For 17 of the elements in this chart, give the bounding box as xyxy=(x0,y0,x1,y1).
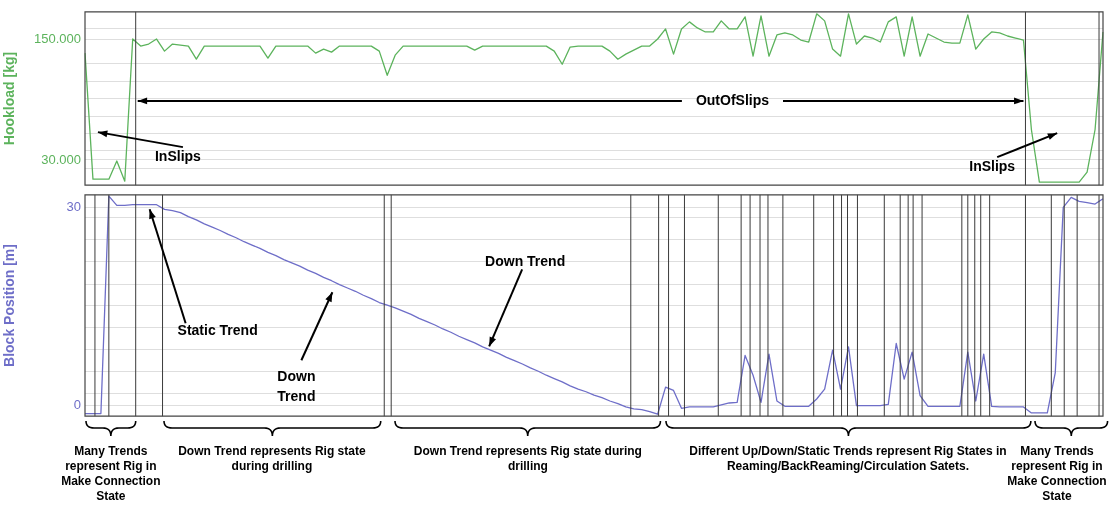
text: Down Trend represents Rig state during drilling xyxy=(177,444,367,475)
annotation: InSlips xyxy=(154,148,202,164)
annotation: Down Trend xyxy=(277,368,316,405)
annotation: OutOfSlips xyxy=(695,91,770,108)
annotation: Static Trend xyxy=(177,322,258,339)
annotation: InSlips xyxy=(969,158,1016,175)
text: Different Up/Down/Static Trends represent Rig States in Reaming/BackReaming/Circulation Satets. xyxy=(689,444,1007,474)
y-tick-label: 150.000 xyxy=(34,30,81,46)
text: Many Trends represent Rig in Make Connection State xyxy=(1006,444,1108,505)
y-tick-label: 0 xyxy=(73,397,81,413)
annotation: Down Trend xyxy=(485,253,566,270)
text: Down Trend represents Rig state during drilling xyxy=(412,444,643,475)
y-tick-label: 30.000 xyxy=(41,151,81,167)
y-tick-label: 30 xyxy=(66,198,81,214)
y-axis-title: Block Position [m] xyxy=(1,244,18,367)
text: Many Trends represent Rig in Make Connection State xyxy=(60,444,162,505)
y-axis-title: Hookload [kg] xyxy=(1,51,18,146)
